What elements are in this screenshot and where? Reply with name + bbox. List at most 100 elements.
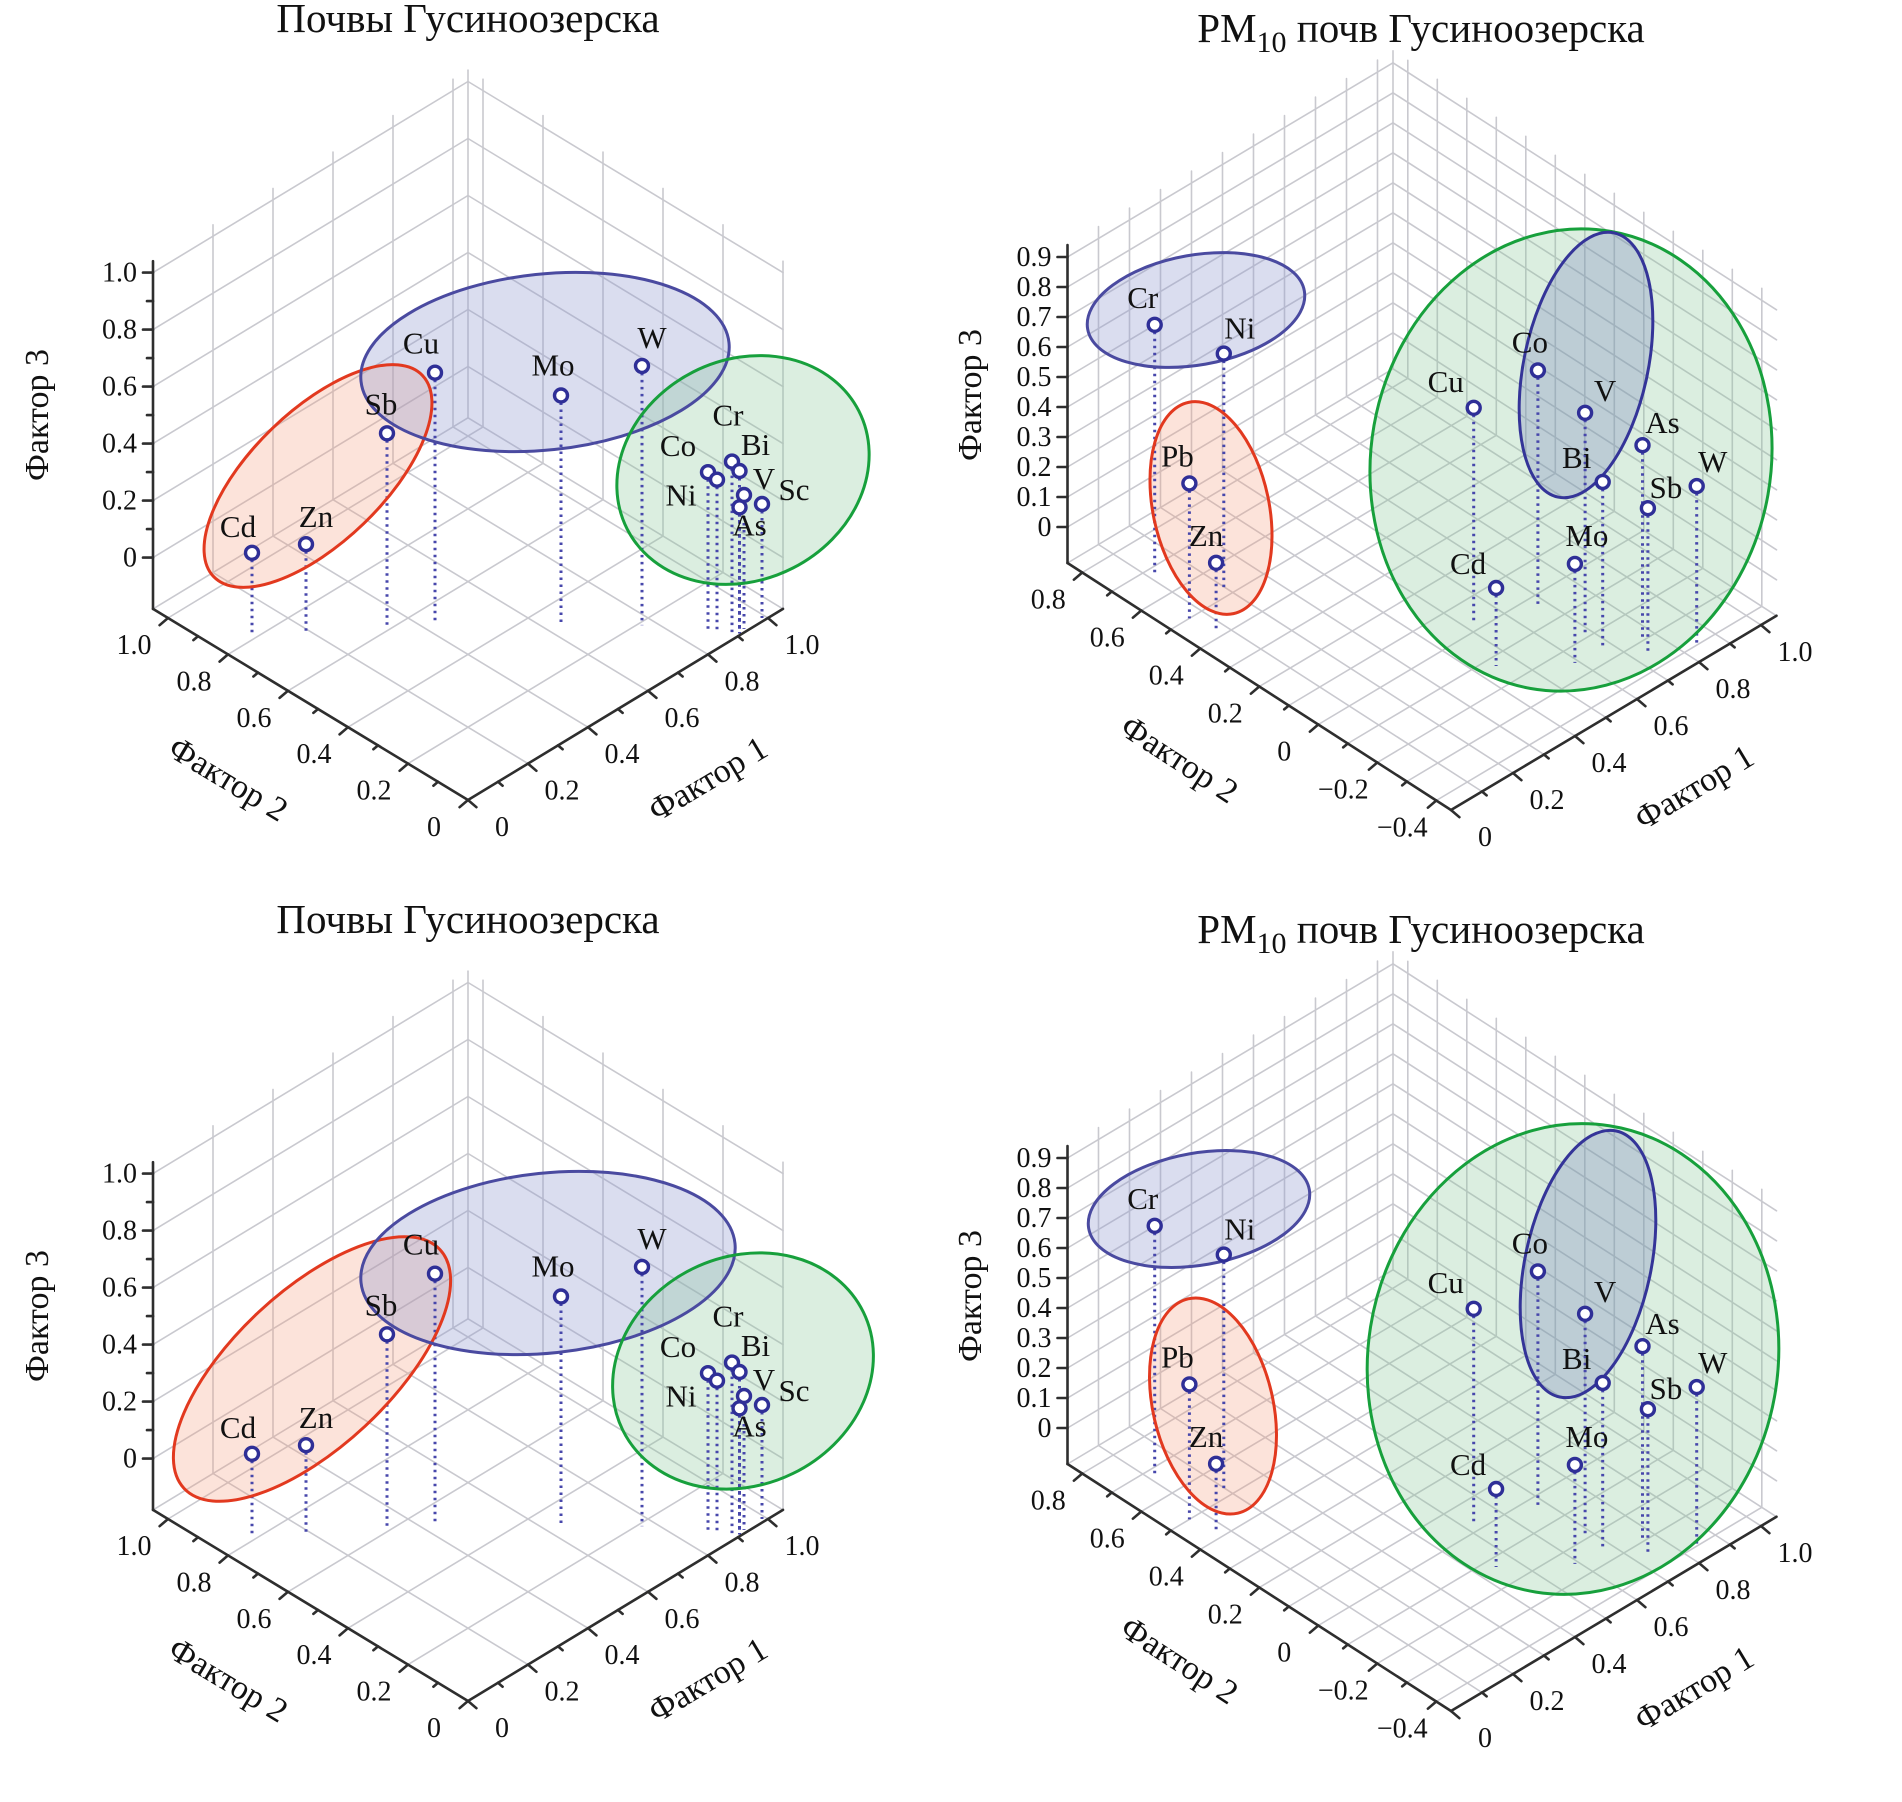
- plot-svg-pm10-top: 00.20.40.60.81.00.80.60.40.20−0.2−0.400.…: [952, 5, 1813, 853]
- plot-pm10-top: 0 0.2 0.4 0.6 0.8 1.0 0.8 0.6 0.4 0.2 0 −0.2 −0.4 0 0.…: [951, 0, 1902, 901]
- ytick-label: 0.6: [237, 703, 272, 734]
- point-label-W: W: [637, 1221, 667, 1256]
- point-label-Cr: Cr: [1127, 280, 1159, 315]
- x-axis-label: Фактор 1: [642, 730, 774, 830]
- point-label-Sb: Sb: [1650, 1371, 1683, 1406]
- point-marker-Pb: [1181, 1376, 1198, 1393]
- point-label-Mo: Mo: [531, 348, 574, 383]
- ytick-label: 0: [1277, 1638, 1291, 1669]
- point-marker-Co: [1529, 1263, 1547, 1280]
- point-label-As: As: [732, 507, 766, 542]
- axes: [1056, 243, 1778, 819]
- point-marker-As: [1634, 437, 1651, 454]
- ztick-label: 0.7: [1017, 1203, 1052, 1234]
- point-label-Cu: Cu: [1428, 364, 1464, 399]
- xtick-label: 0: [495, 1713, 509, 1744]
- point-marker-V: [1576, 1305, 1594, 1322]
- ztick-label: 0.8: [102, 1216, 137, 1247]
- x-axis-label: Фактор 1: [642, 1631, 774, 1731]
- point-label-V: V: [1594, 373, 1617, 408]
- point-marker-W: [1688, 477, 1705, 495]
- ztick-label: 0.5: [1017, 362, 1052, 393]
- z-axis-label: Фактор 3: [952, 329, 989, 461]
- point-label-Cu: Cu: [1428, 1265, 1464, 1300]
- xtick-label: 0.8: [1716, 1575, 1751, 1606]
- ztick-label: 0: [123, 543, 137, 574]
- markers: [243, 357, 771, 561]
- point-marker-Zn: [1207, 554, 1225, 571]
- ytick-label: 0.8: [177, 1567, 212, 1598]
- ytick-label: 1.0: [117, 1531, 152, 1562]
- point-marker-Cd: [243, 1445, 261, 1462]
- plot-title: PM10 почв Гусиноозерска: [1197, 906, 1644, 960]
- point-label-Cd: Cd: [1450, 546, 1487, 581]
- cluster-litho-fill: [1369, 228, 1773, 692]
- cluster-cd-zn-sb-outline: [202, 363, 434, 589]
- tick-labels: 00.20.40.60.81.00.80.60.40.20−0.2−0.400.…: [1017, 242, 1813, 853]
- point-label-Cu: Cu: [403, 326, 439, 361]
- point-marker-Cu: [1465, 399, 1482, 416]
- ytick-label: 0.8: [1031, 585, 1066, 616]
- cluster-litho-outline: [615, 354, 871, 586]
- point-label-V: V: [753, 461, 776, 496]
- point-label-Sb: Sb: [1650, 470, 1683, 505]
- ytick-label: 0.8: [1031, 1486, 1066, 1517]
- z-axis-label: Фактор 3: [952, 1230, 989, 1362]
- point-label-Ni: Ni: [1224, 311, 1255, 346]
- stems: [250, 1266, 764, 1535]
- xtick-label: 0.4: [605, 739, 640, 770]
- ytick-label: 0.6: [1090, 1524, 1125, 1555]
- ztick-label: 0.8: [1017, 1173, 1052, 1204]
- point-label-Zn: Zn: [1189, 518, 1224, 553]
- point-marker-W: [1688, 1378, 1705, 1396]
- point-labels: Cr Ni Pb Zn Cu Co V As Bi Sb W Mo Cd: [1127, 280, 1728, 581]
- ztick-label: 0.4: [1017, 392, 1052, 423]
- xtick-label: 0.8: [1716, 674, 1751, 705]
- point-label-Mo: Mo: [531, 1249, 574, 1284]
- ztick-label: 0.9: [1017, 1143, 1052, 1174]
- grid-lines: [1066, 950, 1778, 1712]
- xtick-label: 0.4: [605, 1640, 640, 1671]
- ztick-label: 1.0: [102, 1159, 137, 1190]
- tick-labels: 00.20.40.60.81.00.80.60.40.20−0.2−0.400.…: [1017, 1143, 1813, 1754]
- point-label-Ni: Ni: [666, 478, 697, 513]
- plot-svg-soils-top: 0 0.2 0.4 0.6 0.8 1.0 0 0.2 0.4 0.6 0.8 1.0 0 0.2 0.4 0…: [19, 0, 871, 843]
- point-label-Sb: Sb: [365, 386, 398, 421]
- cluster-cu-mo-w-fill: [360, 272, 730, 452]
- ztick-label: 0.6: [102, 372, 137, 403]
- ytick-label: 0: [427, 812, 441, 843]
- ytick-label: 0.2: [357, 776, 392, 807]
- point-marker-Sc: [753, 1396, 771, 1414]
- point-label-Bi: Bi: [741, 1328, 771, 1363]
- point-marker-Bi: [1594, 473, 1611, 491]
- xtick-label: 0.4: [1592, 1649, 1627, 1680]
- xtick-label: 0.6: [665, 703, 700, 734]
- cluster-cd-zn-sb-outline: [171, 1235, 453, 1503]
- xtick-label: 0.2: [545, 1677, 580, 1708]
- point-label-Pb: Pb: [1161, 1339, 1194, 1374]
- plot-svg-pm10-bottom: 00.20.40.60.81.00.80.60.40.20−0.2−0.400.…: [952, 906, 1813, 1754]
- ztick-label: 0.4: [1017, 1293, 1052, 1324]
- point-marker-Sb: [1639, 500, 1657, 517]
- xtick-label: 0.6: [1654, 711, 1689, 742]
- ztick-label: 0.8: [1017, 272, 1052, 303]
- ytick-label: 0.8: [177, 666, 212, 697]
- x-axis-label: Фактор 1: [1628, 738, 1760, 838]
- markers: [1146, 316, 1705, 597]
- point-marker-Cr: [1146, 316, 1163, 333]
- point-label-Cr: Cr: [713, 398, 745, 433]
- ztick-label: 0.1: [1017, 1383, 1052, 1414]
- xtick-label: 0.8: [725, 1567, 760, 1598]
- point-label-Sb: Sb: [365, 1287, 398, 1322]
- point-label-Bi: Bi: [1562, 1341, 1592, 1376]
- z-axis-label: Фактор 3: [19, 1250, 56, 1382]
- stems: [250, 365, 764, 634]
- point-marker-Mo: [1566, 555, 1584, 573]
- cluster-pb-zn-outline: [1148, 400, 1274, 616]
- point-label-Bi: Bi: [1562, 440, 1592, 475]
- ytick-label: 1.0: [117, 630, 152, 661]
- point-marker-Cu: [1465, 1300, 1482, 1317]
- point-label-Cd: Cd: [220, 1410, 257, 1445]
- cluster-cd-zn-sb-fill: [204, 364, 432, 588]
- cluster-litho-outline: [611, 1251, 875, 1491]
